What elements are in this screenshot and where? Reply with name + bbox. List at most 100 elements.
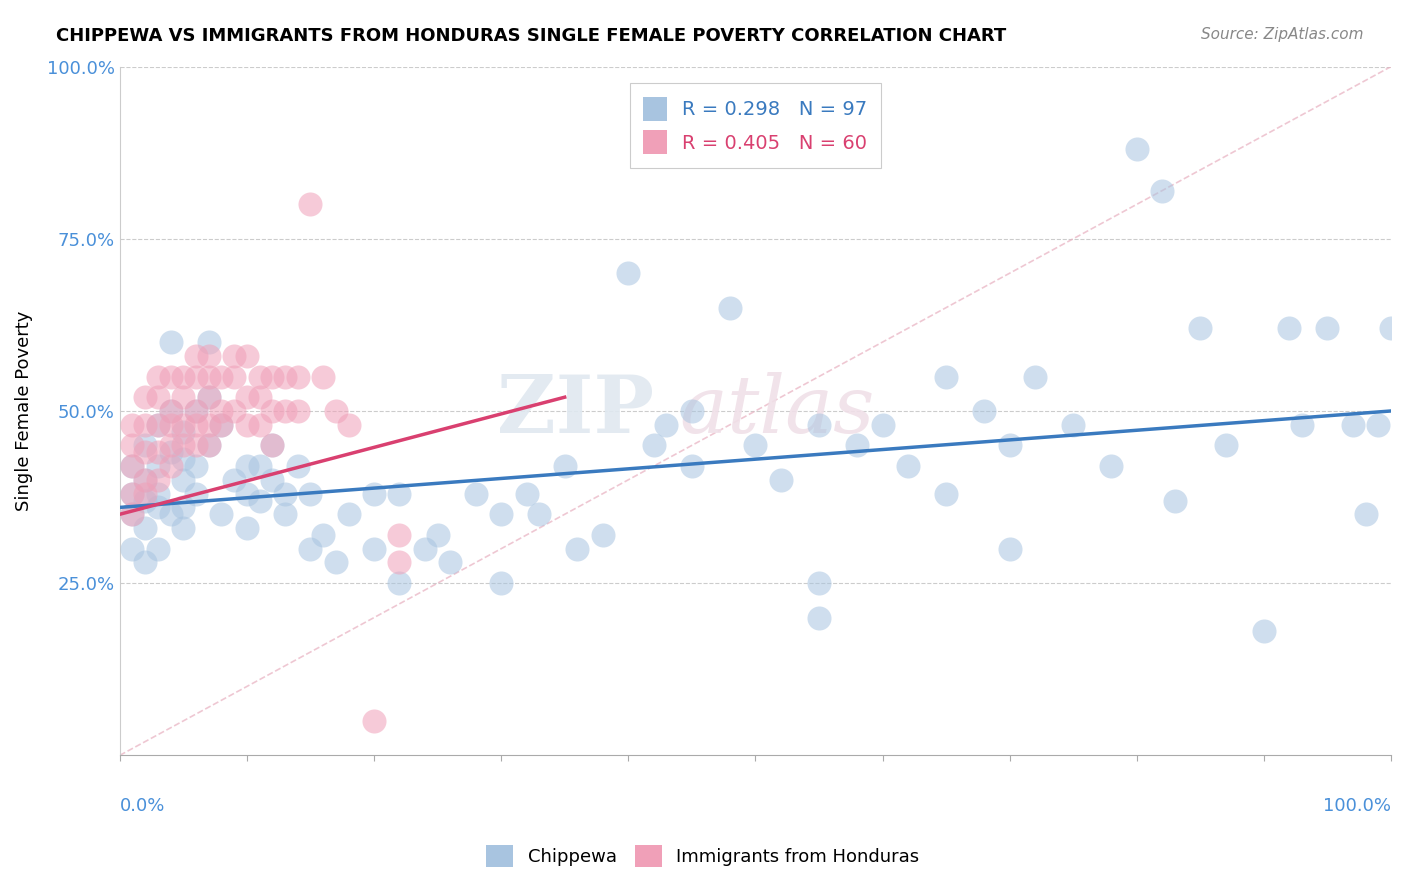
Point [1367, 417, 1389, 432]
Point [134, 390, 156, 404]
Point [184, 486, 207, 500]
Point [299, 541, 322, 556]
Point [1125, 142, 1147, 156]
Point [388, 556, 411, 570]
Point [121, 508, 143, 522]
Legend: Chippewa, Immigrants from Honduras: Chippewa, Immigrants from Honduras [479, 838, 927, 874]
Point [1152, 184, 1174, 198]
Point [312, 528, 335, 542]
Point [426, 528, 449, 542]
Text: Source: ZipAtlas.com: Source: ZipAtlas.com [1201, 27, 1364, 42]
Point [146, 486, 169, 500]
Point [197, 369, 219, 384]
Point [325, 404, 347, 418]
Point [1354, 508, 1376, 522]
Point [807, 576, 830, 591]
Point [325, 556, 347, 570]
Point [998, 541, 1021, 556]
Point [249, 369, 271, 384]
Point [287, 369, 309, 384]
Point [224, 404, 246, 418]
Point [211, 417, 233, 432]
Point [337, 508, 360, 522]
Point [464, 486, 486, 500]
Point [172, 452, 194, 467]
Point [146, 500, 169, 515]
Text: 0.0%: 0.0% [120, 797, 165, 814]
Point [159, 508, 181, 522]
Point [592, 528, 614, 542]
Point [146, 417, 169, 432]
Point [172, 390, 194, 404]
Point [681, 404, 703, 418]
Point [681, 459, 703, 474]
Point [134, 493, 156, 508]
Point [718, 301, 741, 315]
Legend: R = 0.298   N = 97, R = 0.405   N = 60: R = 0.298 N = 97, R = 0.405 N = 60 [630, 83, 882, 168]
Point [935, 369, 957, 384]
Point [363, 714, 385, 728]
Point [1253, 624, 1275, 639]
Point [197, 390, 219, 404]
Point [146, 541, 169, 556]
Point [529, 508, 551, 522]
Point [172, 425, 194, 439]
Point [287, 404, 309, 418]
Point [1164, 493, 1187, 508]
Point [274, 404, 297, 418]
Point [134, 521, 156, 535]
Point [935, 486, 957, 500]
Point [744, 438, 766, 452]
Point [897, 459, 920, 474]
Point [516, 486, 538, 500]
Point [172, 521, 194, 535]
Point [159, 335, 181, 350]
Point [1291, 417, 1313, 432]
Point [159, 404, 181, 418]
Point [262, 369, 284, 384]
Point [643, 438, 665, 452]
Point [274, 508, 297, 522]
Point [159, 417, 181, 432]
Point [617, 266, 640, 280]
Point [388, 576, 411, 591]
Point [249, 493, 271, 508]
Point [146, 390, 169, 404]
Point [363, 541, 385, 556]
Point [998, 438, 1021, 452]
Text: 100.0%: 100.0% [1323, 797, 1391, 814]
Point [388, 486, 411, 500]
Point [1189, 321, 1212, 335]
Point [121, 486, 143, 500]
Point [184, 438, 207, 452]
Point [249, 417, 271, 432]
Point [197, 390, 219, 404]
Point [973, 404, 995, 418]
Point [337, 417, 360, 432]
Point [274, 369, 297, 384]
Point [769, 473, 792, 487]
Point [197, 417, 219, 432]
Point [121, 486, 143, 500]
Point [146, 369, 169, 384]
Point [554, 459, 576, 474]
Point [197, 335, 219, 350]
Point [211, 369, 233, 384]
Point [236, 390, 259, 404]
Point [197, 438, 219, 452]
Point [567, 541, 589, 556]
Point [211, 417, 233, 432]
Point [172, 500, 194, 515]
Point [134, 556, 156, 570]
Point [197, 349, 219, 363]
Text: ZIP: ZIP [496, 372, 654, 450]
Point [211, 404, 233, 418]
Point [146, 459, 169, 474]
Point [172, 438, 194, 452]
Point [159, 404, 181, 418]
Point [121, 541, 143, 556]
Point [121, 459, 143, 474]
Point [236, 521, 259, 535]
Point [184, 404, 207, 418]
Point [159, 369, 181, 384]
